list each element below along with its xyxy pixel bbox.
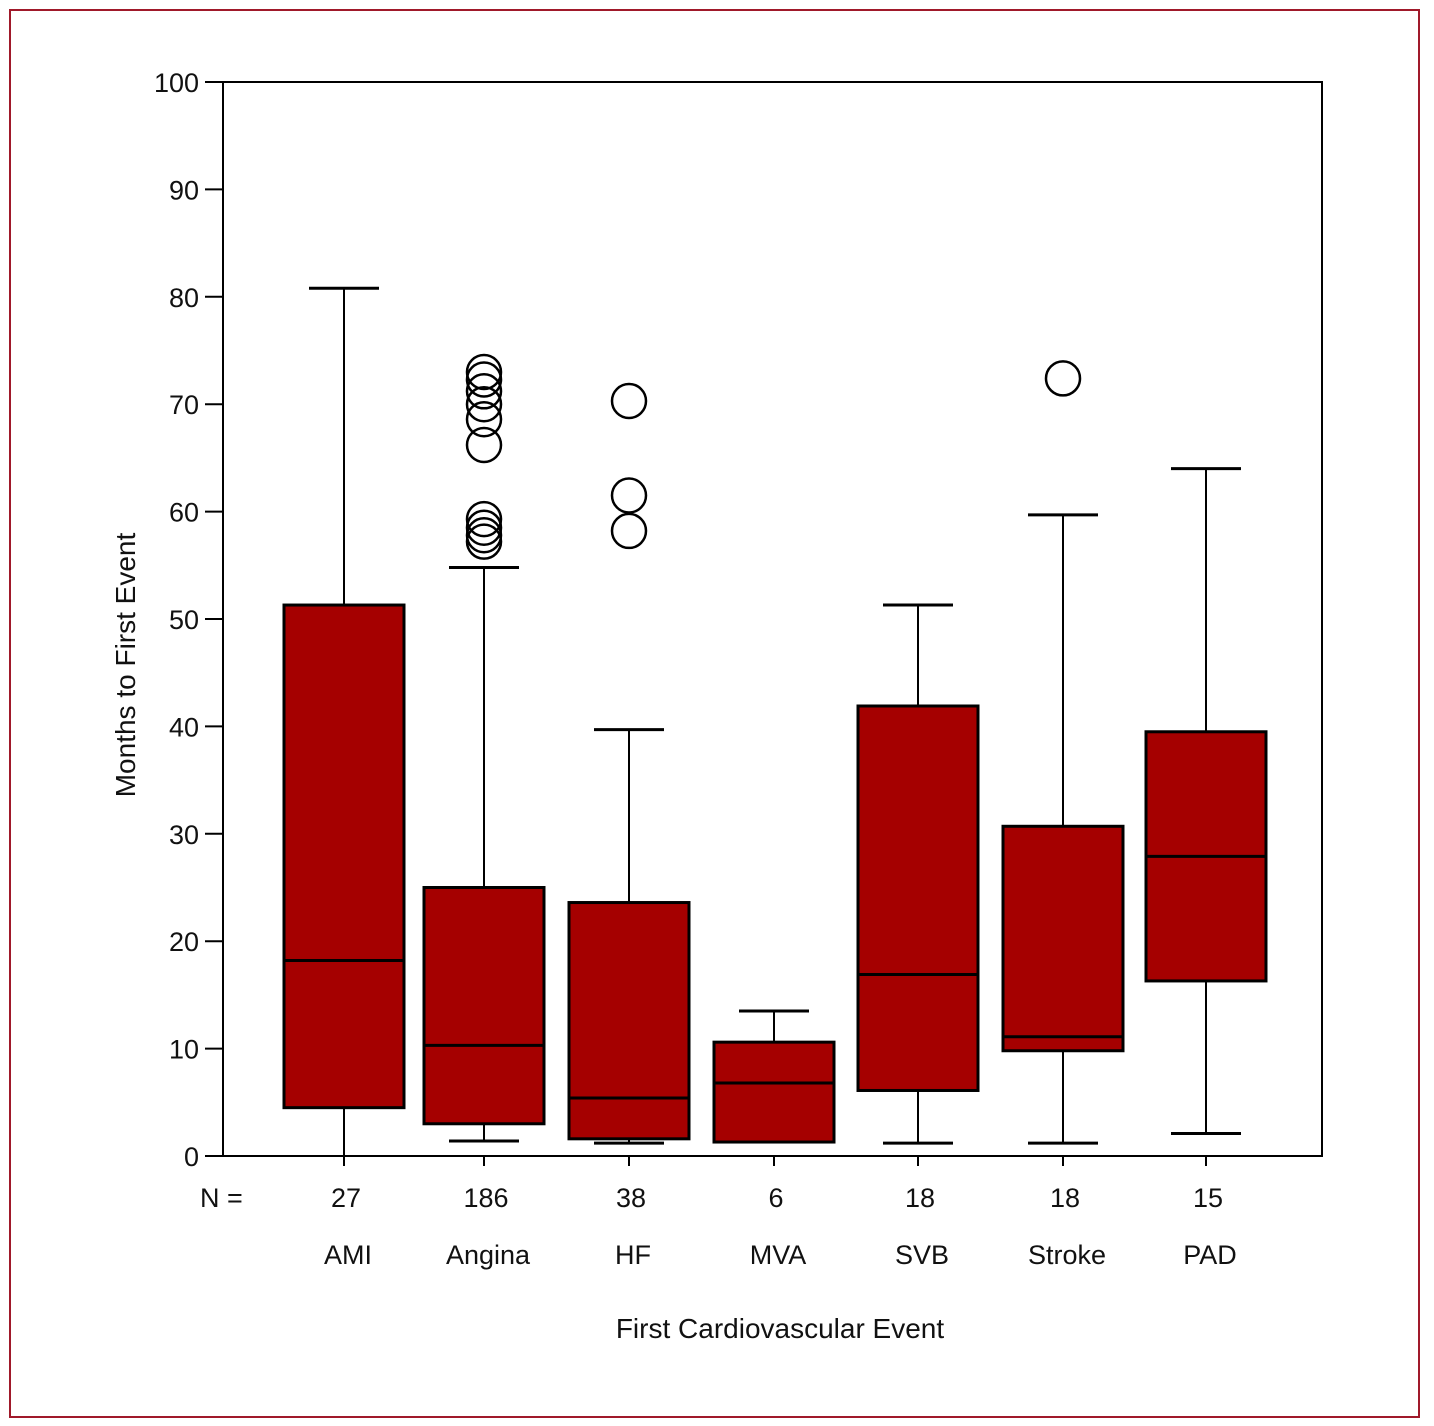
- category-label-pad: PAD: [1183, 1240, 1237, 1270]
- outlier-point: [610, 512, 648, 550]
- box-ami: [282, 286, 406, 1166]
- box-hf: [567, 382, 691, 1166]
- category-label-ami: AMI: [324, 1240, 372, 1270]
- y-tick-label: 50: [169, 605, 199, 635]
- y-tick-label: 20: [169, 927, 199, 957]
- category-label-mva: MVA: [750, 1240, 807, 1270]
- category-label-angina: Angina: [446, 1240, 531, 1270]
- box-svb: [856, 603, 980, 1166]
- n-value-hf: 38: [616, 1183, 646, 1213]
- box-iqr: [1001, 824, 1125, 1053]
- box-stroke: [1001, 360, 1125, 1166]
- box-pad: [1144, 467, 1268, 1166]
- n-value-svb: 18: [905, 1183, 935, 1213]
- box-iqr: [282, 603, 406, 1110]
- category-label-svb: SVB: [895, 1240, 949, 1270]
- box-iqr: [856, 704, 980, 1092]
- outlier-point: [465, 400, 503, 438]
- y-tick-label: 10: [169, 1035, 199, 1065]
- box-mva: [712, 1009, 836, 1166]
- outlier-point: [610, 382, 648, 420]
- box-angina: [422, 353, 546, 1166]
- n-value-pad: 15: [1193, 1183, 1223, 1213]
- x-axis-title: First Cardiovascular Event: [616, 1313, 945, 1344]
- box-iqr: [712, 1040, 836, 1144]
- outlier-point: [465, 516, 503, 554]
- y-tick-label: 80: [169, 283, 199, 313]
- outlier-point: [465, 353, 503, 391]
- x-axis-labels: 27 AMI 186 Angina 38 HF 6 MVA 18 SVB 18 Stroke 15 PAD: [324, 1183, 1237, 1270]
- y-tick-label: 100: [154, 68, 199, 98]
- outlier-point: [465, 361, 503, 398]
- y-tick-label: 90: [169, 175, 199, 205]
- n-value-mva: 6: [768, 1183, 783, 1213]
- outlier-point: [465, 500, 503, 538]
- outlier-point: [465, 373, 503, 410]
- y-axis: 0 10 20 30 40 50 60 70 80 90 100: [154, 68, 223, 1172]
- n-prefix-label: N =: [200, 1183, 243, 1213]
- y-tick-label: 60: [169, 498, 199, 528]
- y-tick-label: 70: [169, 390, 199, 420]
- box-iqr: [422, 886, 546, 1126]
- category-label-stroke: Stroke: [1028, 1240, 1106, 1270]
- outlier-point: [465, 426, 503, 464]
- outlier-point: [465, 385, 503, 423]
- y-tick-label: 0: [184, 1142, 199, 1172]
- n-value-stroke: 18: [1050, 1183, 1080, 1213]
- box-iqr: [567, 901, 691, 1141]
- outlier-point: [610, 477, 648, 514]
- outlier-point: [465, 509, 503, 546]
- n-value-angina: 186: [463, 1183, 508, 1213]
- n-value-ami: 27: [331, 1183, 361, 1213]
- figure-frame: [9, 9, 1420, 1418]
- y-tick-label: 30: [169, 820, 199, 850]
- y-axis-title: Months to First Event: [110, 533, 141, 798]
- boxes-layer: [282, 286, 1268, 1166]
- category-label-hf: HF: [615, 1240, 651, 1270]
- y-tick-label: 40: [169, 712, 199, 742]
- outlier-point: [1044, 360, 1082, 397]
